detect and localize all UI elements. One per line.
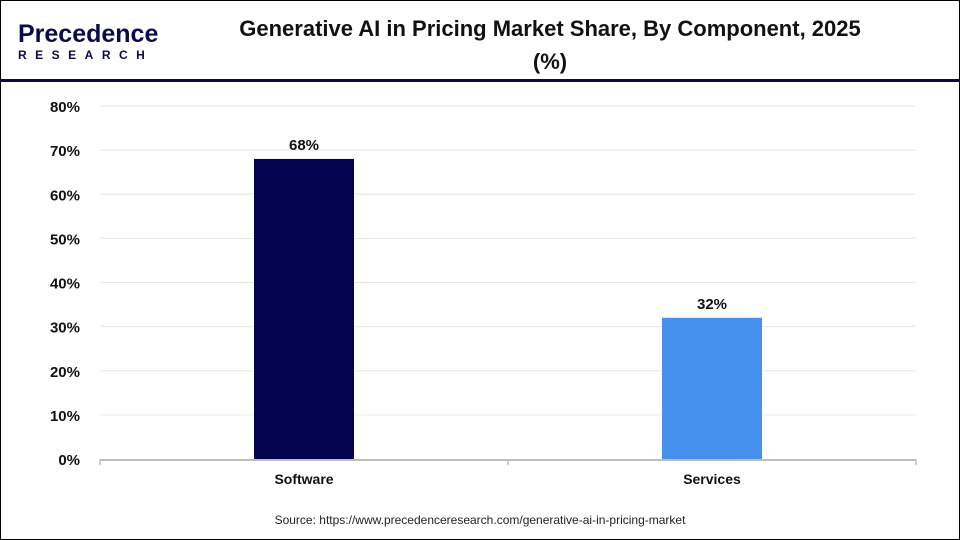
y-tick-label: 30% xyxy=(50,320,80,337)
logo-main-text: Precedence xyxy=(18,20,159,48)
y-tick-label: 0% xyxy=(58,452,80,469)
y-tick-label: 10% xyxy=(50,408,80,425)
data-label: 32% xyxy=(697,296,727,313)
y-tick-label: 80% xyxy=(50,99,80,116)
data-label: 68% xyxy=(289,137,319,154)
header-divider xyxy=(0,79,960,82)
y-tick-label: 60% xyxy=(50,187,80,204)
y-tick-label: 70% xyxy=(50,143,80,160)
precedence-research-logo: Precedence RESEARCH xyxy=(18,20,159,63)
y-tick-label: 20% xyxy=(50,364,80,381)
logo-sub-text: RESEARCH xyxy=(18,48,154,62)
x-tick-label: Software xyxy=(274,471,333,487)
bar-services xyxy=(662,317,762,459)
y-tick-label: 40% xyxy=(50,276,80,293)
chart-title: Generative AI in Pricing Market Share, B… xyxy=(239,16,861,74)
x-tick-label: Services xyxy=(683,471,741,487)
bar-software xyxy=(254,158,354,459)
y-tick-label: 50% xyxy=(50,231,80,248)
source-note: Source: https://www.precedenceresearch.c… xyxy=(274,513,686,527)
